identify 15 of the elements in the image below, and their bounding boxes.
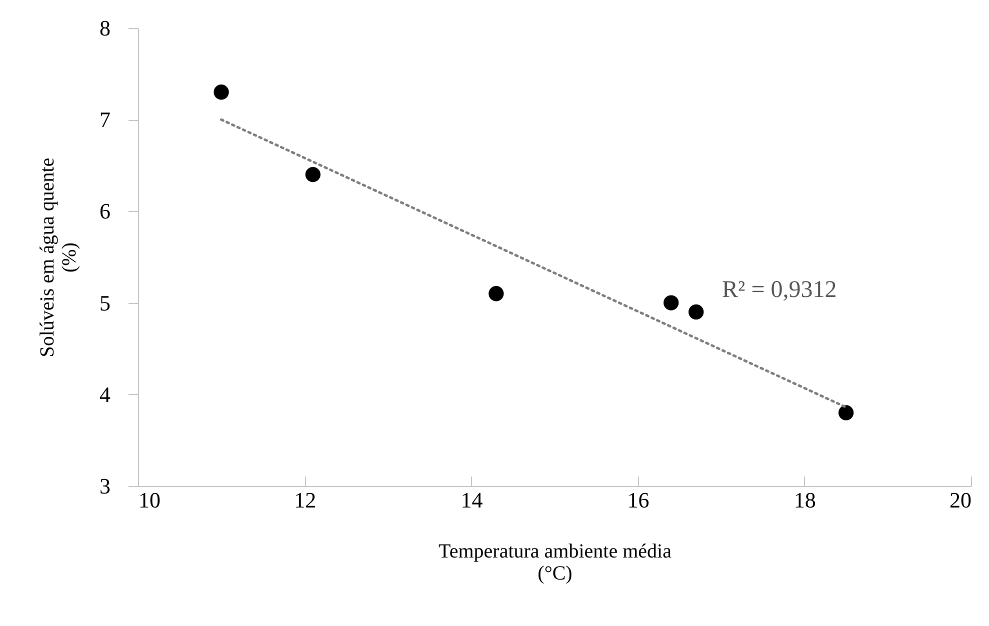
y-axis-title: Solúveis em água quente (%) [36, 158, 80, 358]
annotation: R² = 0,9312 [722, 277, 837, 303]
y-tick-label: 7 [100, 107, 110, 132]
x-tick-label: 20 [950, 488, 972, 512]
y-tick-label: 3 [100, 474, 110, 498]
y-tick-label: 6 [100, 198, 110, 224]
y-tick-label: 5 [100, 290, 110, 316]
x-tick-label: 18 [794, 488, 816, 512]
x-tick-label: 10 [138, 488, 160, 512]
x-axis-title: Temperatura ambiente média (°C) [438, 540, 672, 584]
y-tick-label: 4 [100, 382, 110, 407]
x-tick-label: 12 [294, 488, 316, 512]
x-tick-label: 16 [627, 488, 650, 512]
y-tick-label: 8 [100, 16, 110, 40]
x-tick-label: 14 [460, 488, 483, 512]
